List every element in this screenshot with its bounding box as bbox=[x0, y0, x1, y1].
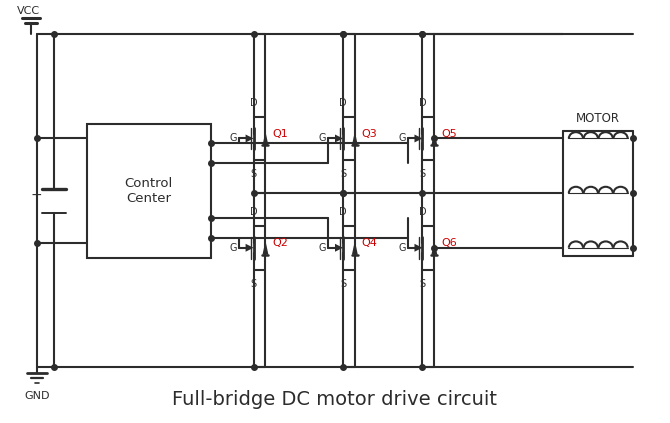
Polygon shape bbox=[431, 241, 438, 255]
Polygon shape bbox=[415, 244, 422, 252]
Polygon shape bbox=[415, 135, 422, 143]
Polygon shape bbox=[246, 135, 253, 143]
Polygon shape bbox=[335, 135, 343, 143]
Text: +: + bbox=[30, 188, 42, 202]
Text: Full-bridge DC motor drive circuit: Full-bridge DC motor drive circuit bbox=[172, 390, 498, 409]
Text: D: D bbox=[339, 207, 347, 217]
Text: S: S bbox=[251, 279, 257, 288]
Text: GND: GND bbox=[24, 391, 50, 401]
Polygon shape bbox=[335, 244, 343, 252]
Polygon shape bbox=[352, 132, 358, 146]
Text: G: G bbox=[318, 134, 326, 143]
Text: Q3: Q3 bbox=[362, 129, 378, 138]
Text: D: D bbox=[250, 207, 257, 217]
Polygon shape bbox=[246, 244, 253, 252]
Text: Control
Center: Control Center bbox=[125, 177, 173, 205]
Polygon shape bbox=[263, 132, 269, 146]
Text: G: G bbox=[318, 243, 326, 253]
Text: D: D bbox=[419, 98, 426, 108]
Polygon shape bbox=[431, 132, 438, 146]
Text: MOTOR: MOTOR bbox=[576, 112, 620, 125]
Text: Q2: Q2 bbox=[273, 238, 288, 248]
Text: Q6: Q6 bbox=[442, 238, 457, 248]
Text: VCC: VCC bbox=[17, 6, 40, 16]
Text: D: D bbox=[250, 98, 257, 108]
Text: S: S bbox=[340, 279, 346, 288]
Text: S: S bbox=[419, 279, 425, 288]
Text: G: G bbox=[229, 243, 237, 253]
Polygon shape bbox=[352, 241, 358, 255]
Text: G: G bbox=[398, 134, 405, 143]
Text: Q5: Q5 bbox=[442, 129, 457, 138]
Text: G: G bbox=[398, 243, 405, 253]
Text: Q1: Q1 bbox=[273, 129, 288, 138]
Text: S: S bbox=[419, 169, 425, 179]
Text: G: G bbox=[229, 134, 237, 143]
Text: D: D bbox=[339, 98, 347, 108]
Text: S: S bbox=[340, 169, 346, 179]
Text: Q4: Q4 bbox=[362, 238, 378, 248]
Text: D: D bbox=[419, 207, 426, 217]
Polygon shape bbox=[263, 241, 269, 255]
Text: S: S bbox=[251, 169, 257, 179]
FancyBboxPatch shape bbox=[86, 124, 211, 258]
